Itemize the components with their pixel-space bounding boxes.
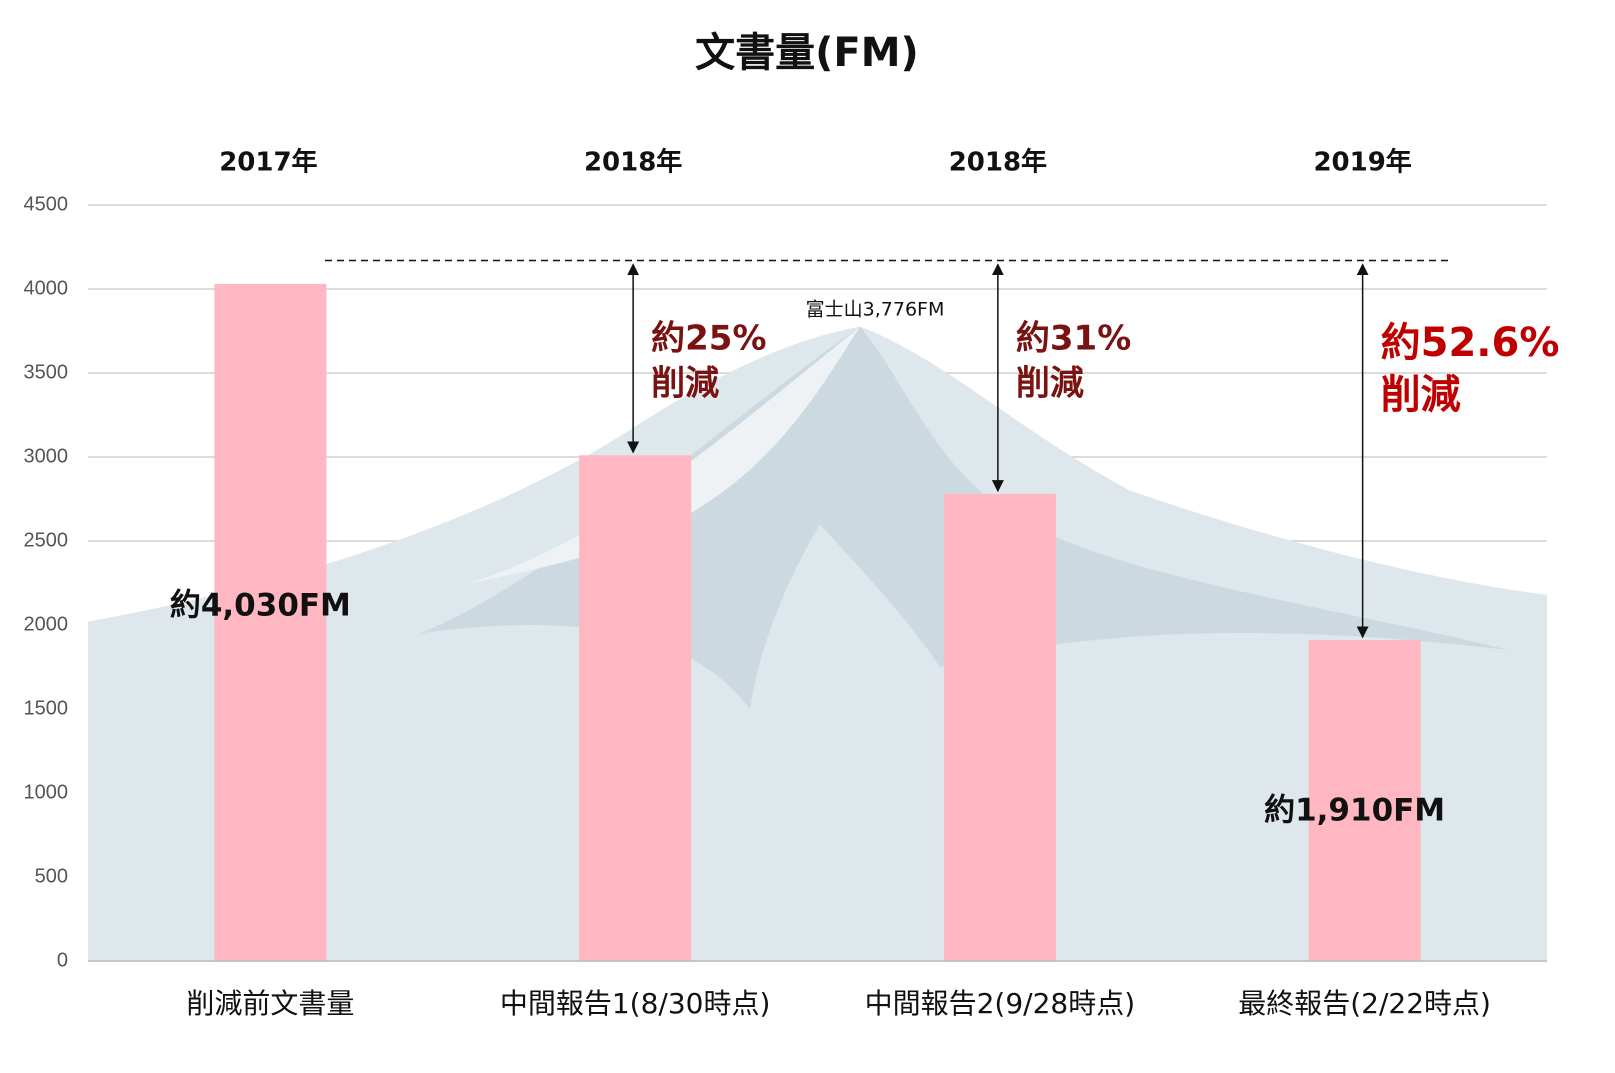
y-tick-label: 3500 bbox=[24, 361, 69, 383]
bar bbox=[214, 283, 327, 962]
value-label: 約1,910FM bbox=[1264, 793, 1445, 829]
x-tick-label: 中間報告2(9/28時点) bbox=[865, 987, 1136, 1020]
reduction-label: 約31% bbox=[1016, 319, 1131, 359]
reduction-label: 削減 bbox=[1016, 364, 1084, 404]
y-tick-label: 1500 bbox=[24, 697, 69, 719]
x-tick-label: 中間報告1(8/30時点) bbox=[500, 987, 771, 1020]
mountain-label: 富士山3,776FM bbox=[806, 299, 945, 321]
bar bbox=[943, 493, 1056, 961]
year-label: 2018年 bbox=[949, 147, 1047, 178]
year-label: 2019年 bbox=[1313, 147, 1411, 178]
mountain bbox=[88, 326, 1547, 962]
y-tick-label: 1000 bbox=[24, 781, 69, 803]
y-tick-label: 500 bbox=[35, 865, 68, 887]
y-tick-label: 4000 bbox=[24, 277, 69, 299]
bar bbox=[579, 455, 692, 961]
bar bbox=[1308, 640, 1421, 961]
reduction-label: 削減 bbox=[651, 364, 719, 404]
reduction-label: 約25% bbox=[651, 319, 766, 359]
reduction-label: 約52.6% bbox=[1381, 320, 1560, 366]
y-tick-label: 2000 bbox=[24, 613, 69, 635]
y-tick-label: 4500 bbox=[24, 193, 69, 215]
x-tick-label: 削減前文書量 bbox=[186, 987, 354, 1020]
reduction-label: 削減 bbox=[1381, 372, 1461, 418]
year-label: 2017年 bbox=[219, 147, 317, 178]
y-tick-label: 3000 bbox=[24, 445, 69, 467]
x-tick-label: 最終報告(2/22時点) bbox=[1238, 987, 1491, 1020]
chart-title: 文書量(FM) bbox=[695, 30, 919, 76]
value-label: 約4,030FM bbox=[170, 588, 351, 624]
y-tick-label: 0 bbox=[57, 949, 68, 971]
year-label: 2018年 bbox=[584, 147, 682, 178]
y-tick-label: 2500 bbox=[24, 529, 69, 551]
